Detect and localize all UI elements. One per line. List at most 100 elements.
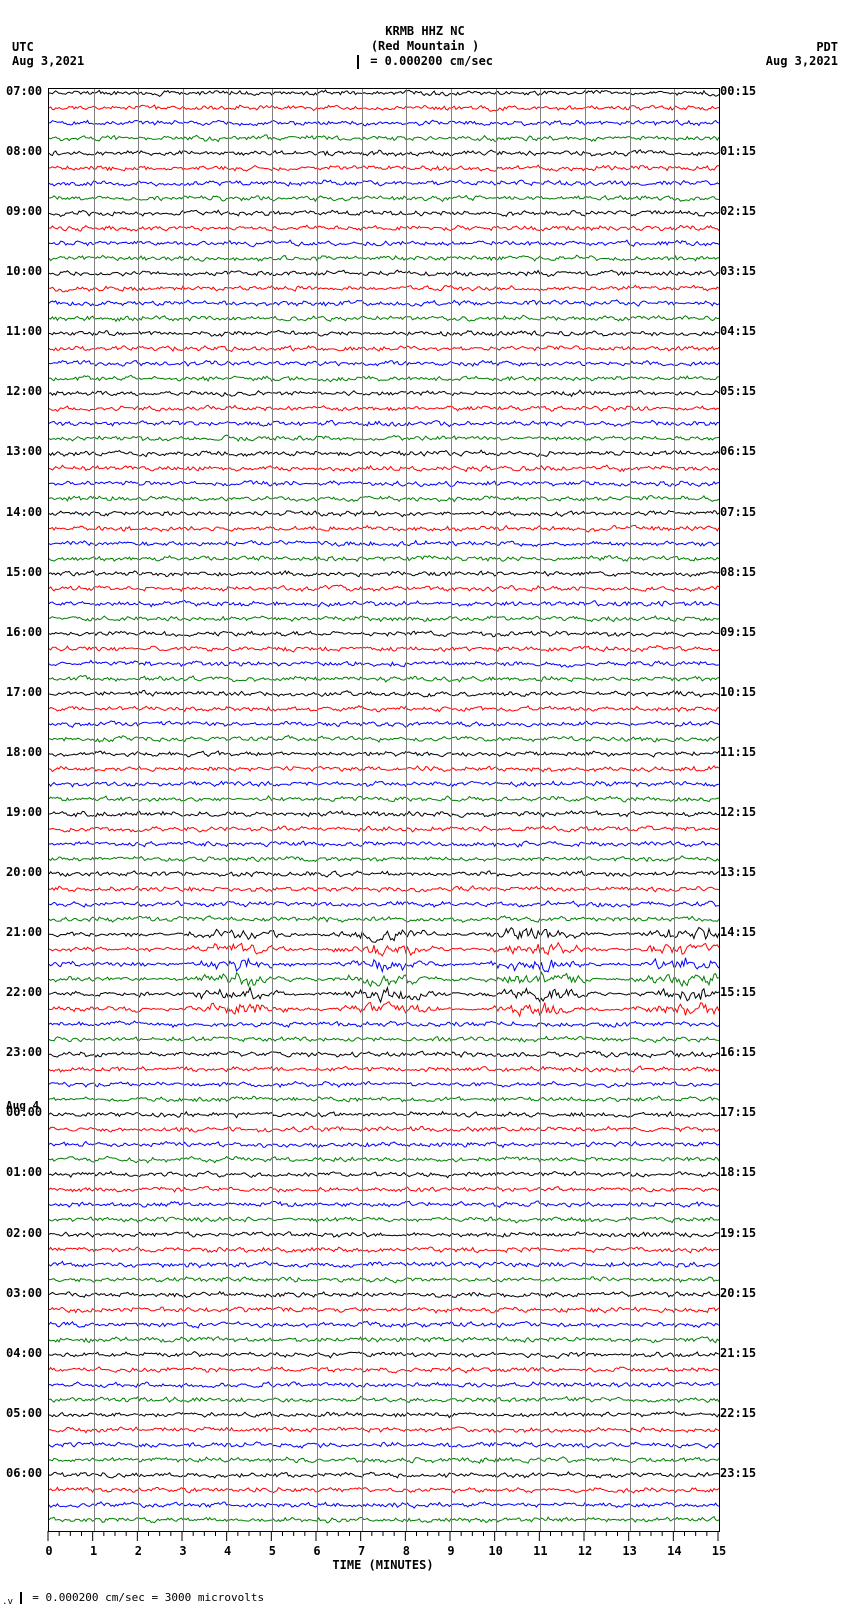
seismic-trace xyxy=(49,796,719,802)
seismic-trace xyxy=(49,346,719,352)
time-label: 07:15 xyxy=(720,505,756,519)
time-label: 12:00 xyxy=(6,384,42,398)
seismic-trace xyxy=(49,1142,719,1148)
gridline xyxy=(674,89,675,1531)
time-label: 01:15 xyxy=(720,144,756,158)
time-label: 05:00 xyxy=(6,1406,42,1420)
x-tick-label: 6 xyxy=(313,1544,320,1558)
seismic-trace xyxy=(49,1382,719,1388)
seismic-trace xyxy=(49,165,719,171)
time-label: 21:15 xyxy=(720,1346,756,1360)
footer-text: = 0.000200 cm/sec = 3000 microvolts xyxy=(32,1591,264,1604)
time-label: 17:15 xyxy=(720,1105,756,1119)
time-label: 01:00 xyxy=(6,1165,42,1179)
seismic-trace xyxy=(49,928,719,943)
time-label: 18:15 xyxy=(720,1165,756,1179)
seismic-trace xyxy=(49,1261,719,1267)
seismic-trace xyxy=(49,585,719,591)
seismic-trace xyxy=(49,721,719,727)
time-label: 15:00 xyxy=(6,565,42,579)
x-tick-label: 12 xyxy=(578,1544,592,1558)
seismic-trace xyxy=(49,735,719,742)
time-label: 14:15 xyxy=(720,925,756,939)
seismic-trace xyxy=(49,1171,719,1178)
seismic-trace xyxy=(49,1352,719,1359)
seismic-trace xyxy=(49,1156,719,1163)
seismogram-container: UTC Aug 3,2021 PDT Aug 3,2021 KRMB HHZ N… xyxy=(0,0,850,1613)
seismic-trace xyxy=(49,270,719,276)
gridline xyxy=(94,89,95,1531)
x-axis-ticks xyxy=(47,1531,719,1545)
seismic-trace xyxy=(49,856,719,862)
time-label: 20:15 xyxy=(720,1286,756,1300)
seismic-trace xyxy=(49,1412,719,1418)
seismic-trace xyxy=(49,1277,719,1283)
seismic-trace xyxy=(49,1337,719,1343)
seismic-trace xyxy=(49,1487,719,1492)
time-label: 14:00 xyxy=(6,505,42,519)
seismic-trace xyxy=(49,646,719,652)
seismic-trace xyxy=(49,450,719,456)
time-label: 00:15 xyxy=(720,84,756,98)
seismic-trace xyxy=(49,841,719,847)
seismic-trace xyxy=(49,375,719,381)
x-tick-label: 14 xyxy=(667,1544,681,1558)
time-label: 17:00 xyxy=(6,685,42,699)
gridline xyxy=(362,89,363,1531)
time-label: 13:00 xyxy=(6,444,42,458)
seismic-trace xyxy=(49,1112,719,1118)
seismic-trace xyxy=(49,943,719,956)
seismic-trace xyxy=(49,1396,719,1402)
time-label: 02:00 xyxy=(6,1226,42,1240)
seismic-trace xyxy=(49,225,719,231)
time-label: 19:00 xyxy=(6,805,42,819)
seismic-trace xyxy=(49,255,719,261)
gridline xyxy=(540,89,541,1531)
tz-right: PDT Aug 3,2021 xyxy=(766,40,838,68)
x-tick-label: 11 xyxy=(533,1544,547,1558)
time-label: 16:15 xyxy=(720,1045,756,1059)
seismic-trace xyxy=(49,390,719,396)
seismic-trace xyxy=(49,766,719,772)
seismic-trace xyxy=(49,1321,719,1328)
scale-indicator: = 0.000200 cm/sec xyxy=(0,54,850,69)
seismic-trace xyxy=(49,958,719,972)
seismic-trace xyxy=(49,826,719,832)
station-code: KRMB HHZ NC xyxy=(0,24,850,39)
seismic-trace xyxy=(49,886,719,892)
seismic-trace xyxy=(49,690,719,697)
seismic-trace xyxy=(49,1002,719,1016)
x-tick-label: 15 xyxy=(712,1544,726,1558)
seismic-trace xyxy=(49,405,719,411)
time-label: 08:00 xyxy=(6,144,42,158)
x-tick-label: 13 xyxy=(622,1544,636,1558)
time-label: 02:15 xyxy=(720,204,756,218)
seismic-trace xyxy=(49,1427,719,1433)
seismic-trace xyxy=(49,541,719,547)
footer: .v = 0.000200 cm/sec = 3000 microvolts xyxy=(2,1591,264,1607)
time-label: 21:00 xyxy=(6,925,42,939)
seismic-trace xyxy=(49,330,719,336)
seismic-trace xyxy=(49,210,719,216)
scale-label: = 0.000200 cm/sec xyxy=(370,54,493,68)
tz-right-tz: PDT xyxy=(766,40,838,54)
seismic-trace xyxy=(49,120,719,126)
gridline xyxy=(138,89,139,1531)
seismic-trace xyxy=(49,988,719,1003)
seismic-trace xyxy=(49,1126,719,1132)
gridline xyxy=(272,89,273,1531)
seismic-trace xyxy=(49,1232,719,1237)
x-tick-label: 3 xyxy=(179,1544,186,1558)
seismic-trace xyxy=(49,1187,719,1192)
tz-left: UTC Aug 3,2021 xyxy=(12,40,84,68)
time-label: 18:00 xyxy=(6,745,42,759)
seismic-trace xyxy=(49,1457,719,1463)
time-label: 06:00 xyxy=(6,1466,42,1480)
seismic-trace xyxy=(49,1502,719,1508)
x-tick-label: 7 xyxy=(358,1544,365,1558)
seismic-trace xyxy=(49,90,719,96)
seismic-trace xyxy=(49,1442,719,1448)
tz-left-date: Aug 3,2021 xyxy=(12,54,84,68)
seismic-trace xyxy=(49,676,719,682)
time-label: 16:00 xyxy=(6,625,42,639)
